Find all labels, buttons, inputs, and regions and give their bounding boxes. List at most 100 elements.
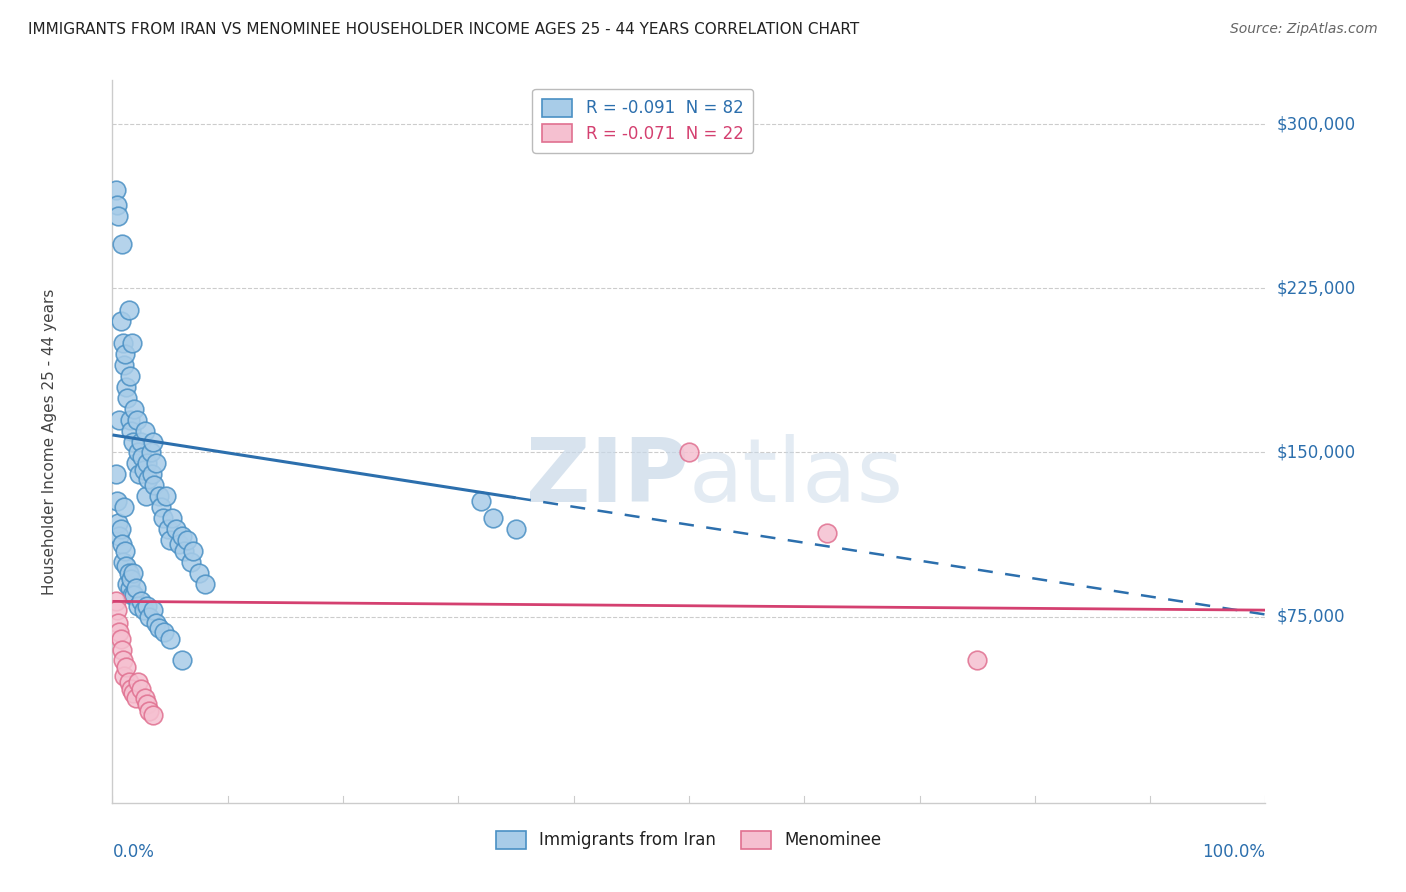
Text: 0.0%: 0.0% [112, 843, 155, 861]
Point [159, 632, 181, 646]
Point [152, 511, 174, 525]
Point [105, 603, 128, 617]
Point [141, 467, 163, 482]
Point [180, 555, 202, 569]
Point [111, 555, 134, 569]
Text: $150,000: $150,000 [1277, 443, 1355, 461]
Point [162, 511, 184, 525]
Point [181, 544, 204, 558]
Point [120, 681, 142, 696]
Point [104, 467, 127, 482]
Point [678, 445, 700, 459]
Point [129, 681, 153, 696]
Point [122, 686, 145, 700]
Point [118, 581, 141, 595]
Point [118, 412, 141, 426]
Point [122, 566, 145, 580]
Point [107, 209, 129, 223]
Text: $225,000: $225,000 [1277, 279, 1355, 297]
Point [156, 522, 179, 536]
Point [112, 669, 135, 683]
Point [128, 467, 150, 482]
Point [127, 599, 149, 613]
Point [142, 603, 165, 617]
Point [115, 559, 138, 574]
Text: $75,000: $75,000 [1277, 607, 1346, 625]
Point [105, 493, 128, 508]
Point [188, 566, 211, 580]
Point [117, 675, 139, 690]
Text: Householder Income Ages 25 - 44 years: Householder Income Ages 25 - 44 years [42, 288, 56, 595]
Point [966, 653, 988, 667]
Point [124, 457, 146, 471]
Point [135, 489, 157, 503]
Point [108, 625, 131, 640]
Point [111, 237, 134, 252]
Point [117, 391, 139, 405]
Point [136, 472, 159, 486]
Point [115, 380, 138, 394]
Point [136, 599, 159, 613]
Point [127, 445, 149, 459]
Point [124, 588, 146, 602]
Point [170, 529, 193, 543]
Point [105, 198, 128, 212]
Point [108, 412, 131, 426]
Point [138, 704, 160, 718]
Point [121, 588, 143, 602]
Point [104, 594, 127, 608]
Point [124, 581, 146, 595]
Point [155, 489, 177, 503]
Point [132, 463, 155, 477]
Point [114, 544, 136, 558]
Point [169, 537, 191, 551]
Point [136, 457, 159, 471]
Text: $300,000: $300,000 [1277, 115, 1355, 133]
Point [132, 603, 155, 617]
Point [110, 632, 132, 646]
Point [108, 529, 131, 543]
Text: Source: ZipAtlas.com: Source: ZipAtlas.com [1230, 22, 1378, 37]
Point [117, 566, 139, 580]
Point [139, 445, 162, 459]
Point [111, 642, 134, 657]
Point [148, 489, 170, 503]
Point [118, 368, 141, 383]
Point [104, 183, 127, 197]
Point [110, 522, 132, 536]
Point [149, 500, 172, 515]
Point [129, 594, 153, 608]
Text: 100.0%: 100.0% [1202, 843, 1265, 861]
Point [111, 336, 134, 351]
Point [129, 434, 153, 449]
Legend: Immigrants from Iran, Menominee: Immigrants from Iran, Menominee [486, 821, 891, 860]
Point [194, 577, 217, 591]
Point [111, 653, 134, 667]
Point [107, 616, 129, 631]
Point [120, 424, 142, 438]
Point [125, 412, 148, 426]
Point [505, 522, 527, 536]
Point [145, 457, 167, 471]
Point [482, 511, 505, 525]
Point [143, 478, 166, 492]
Text: IMMIGRANTS FROM IRAN VS MENOMINEE HOUSEHOLDER INCOME AGES 25 - 44 YEARS CORRELAT: IMMIGRANTS FROM IRAN VS MENOMINEE HOUSEH… [28, 22, 859, 37]
Point [134, 690, 156, 705]
Point [117, 577, 139, 591]
Point [107, 516, 129, 530]
Text: atlas: atlas [689, 434, 904, 521]
Point [145, 616, 167, 631]
Point [170, 653, 193, 667]
Point [176, 533, 198, 547]
Point [112, 500, 135, 515]
Point [159, 533, 181, 547]
Point [136, 698, 159, 712]
Point [470, 493, 492, 508]
Point [134, 424, 156, 438]
Point [120, 573, 142, 587]
Point [112, 358, 135, 372]
Point [110, 314, 132, 328]
Point [815, 526, 838, 541]
Point [115, 660, 138, 674]
Point [142, 434, 165, 449]
